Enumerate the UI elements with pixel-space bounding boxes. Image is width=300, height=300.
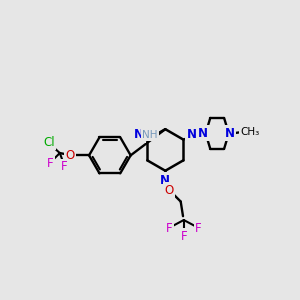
Text: O: O [164, 184, 174, 196]
Text: F: F [166, 222, 172, 235]
Text: F: F [181, 230, 187, 243]
Text: N: N [186, 128, 197, 141]
Text: O: O [65, 149, 74, 162]
Text: N: N [160, 174, 170, 187]
Text: CH₃: CH₃ [240, 127, 259, 137]
Text: N: N [198, 127, 208, 140]
Text: F: F [195, 222, 202, 235]
Text: N: N [224, 127, 235, 140]
Text: N: N [134, 128, 144, 141]
Text: NH: NH [142, 130, 157, 140]
Text: F: F [46, 157, 53, 170]
Text: F: F [61, 160, 68, 173]
Text: Cl: Cl [43, 136, 55, 149]
